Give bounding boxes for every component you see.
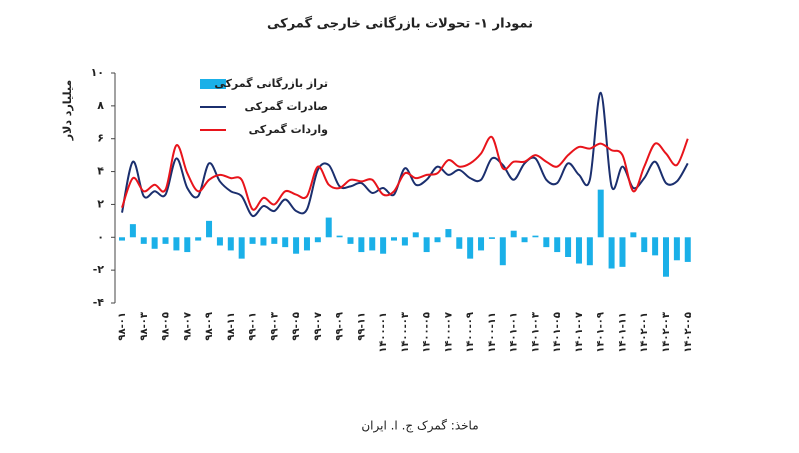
bar [119,237,125,241]
bar [325,217,332,238]
bar [206,220,213,238]
bar [586,237,593,266]
bar [652,237,659,256]
bar [467,237,474,259]
bar [565,237,572,257]
y-tick-label: ۸ [97,99,104,112]
bar [227,237,234,251]
legend-label: صادرات گمرکی [244,100,328,113]
bar [173,237,180,251]
line [121,91,689,218]
bar [434,237,441,243]
y-tick-label: ۶ [97,132,104,145]
bar [303,237,310,251]
x-tick-label: ۹۸-۰۱ [117,312,128,341]
bar [630,232,637,238]
bar [151,237,158,249]
bar [663,237,669,277]
x-tick-label: ۹۸-۰۹ [204,312,215,341]
bar [140,237,147,244]
bar [510,230,517,238]
bar [608,237,615,269]
x-tick-label: ۱۴۰۱-۰۳ [530,312,541,353]
bar [282,237,289,248]
bar [401,237,408,246]
x-tick-label: ۱۴۰۰-۰۳ [400,312,411,353]
x-tick-label: ۹۹-۱۱ [356,312,367,341]
bar [684,237,691,262]
x-tick-label: ۹۹-۰۹ [335,312,346,341]
bar [238,237,245,259]
bar [184,237,191,253]
x-tick-label: ۱۴۰۰-۰۵ [422,312,433,353]
x-tick-label: ۱۴۰۲-۰۵ [683,312,694,353]
bar [314,237,321,243]
y-tick-label: -۴ [93,296,105,309]
x-tick-label: ۱۴۰۰-۰۷ [443,312,454,353]
x-tick-label: ۹۹-۰۳ [269,312,280,341]
bar [369,237,376,251]
y-tick-label: ۲ [97,197,104,210]
y-tick-label: ۰ [97,230,104,243]
bar [216,237,223,246]
bar [554,237,561,253]
bar [456,237,463,249]
bar [499,237,506,266]
bar [575,237,582,264]
x-tick-label: ۱۴۰۱-۰۱ [509,312,520,353]
x-tick-label: ۱۴۰۰-۱۱ [487,312,498,353]
bar [532,235,539,238]
x-tick-label: ۱۴۰۰-۰۱ [378,312,389,353]
chart-title: نمودار ۱- تحولات بازرگانی خارجی گمرکی [267,16,533,32]
bar [195,237,202,241]
bar [162,237,169,244]
x-tick-label: ۹۹-۰۵ [291,312,302,341]
legend-label: تراز بازرگانی گمرکی [214,77,328,90]
x-tick-label: ۱۴۰۲-۰۳ [661,312,672,353]
y-tick-label: ۴ [97,165,104,178]
bar [673,237,680,261]
bar [271,237,278,244]
y-axis-label: میلیارد دلار [61,80,74,141]
bar [336,235,343,238]
x-tick-label: ۹۸-۰۵ [161,312,172,341]
x-tick-label: ۱۴۰۱-۱۱ [617,312,628,353]
x-tick-label: ۹۸-۰۳ [139,312,150,341]
bar [641,237,648,253]
bar [347,237,354,244]
bar [597,189,604,238]
bar [293,237,300,254]
x-tick-label: ۱۴۰۱-۰۹ [596,312,607,353]
x-tick-label: ۱۴۰۱-۰۷ [574,312,585,353]
x-tick-label: ۱۴۰۲-۰۱ [639,312,650,353]
bar [488,237,495,239]
bar [249,237,256,244]
x-tick-label: ۹۸-۱۱ [226,312,237,341]
x-tick-label: ۱۴۰۰-۰۹ [465,312,476,353]
legend-label: واردات گمرکی [249,123,329,136]
bar [478,237,485,251]
bar [412,232,419,238]
bar [129,224,136,238]
x-tick-label: ۹۹-۰۱ [248,312,259,341]
bar [543,237,550,248]
bar [423,237,430,253]
x-tick-label: ۹۹-۰۷ [313,312,324,341]
bar [358,237,365,253]
y-tick-label: ۱۰ [91,66,104,79]
legend-swatch [200,79,226,89]
bar [260,237,267,246]
bar [619,237,626,267]
bar [445,229,452,238]
bar [391,237,397,241]
line [121,135,689,211]
x-tick-label: ۱۴۰۱-۰۵ [552,312,563,353]
bar [521,237,528,243]
x-tick-label: ۹۸-۰۷ [182,312,193,341]
bar [380,237,387,254]
source-note: ماخذ: گمرک ج. ا. ایران [361,419,478,434]
y-tick-label: -۲ [93,263,105,276]
